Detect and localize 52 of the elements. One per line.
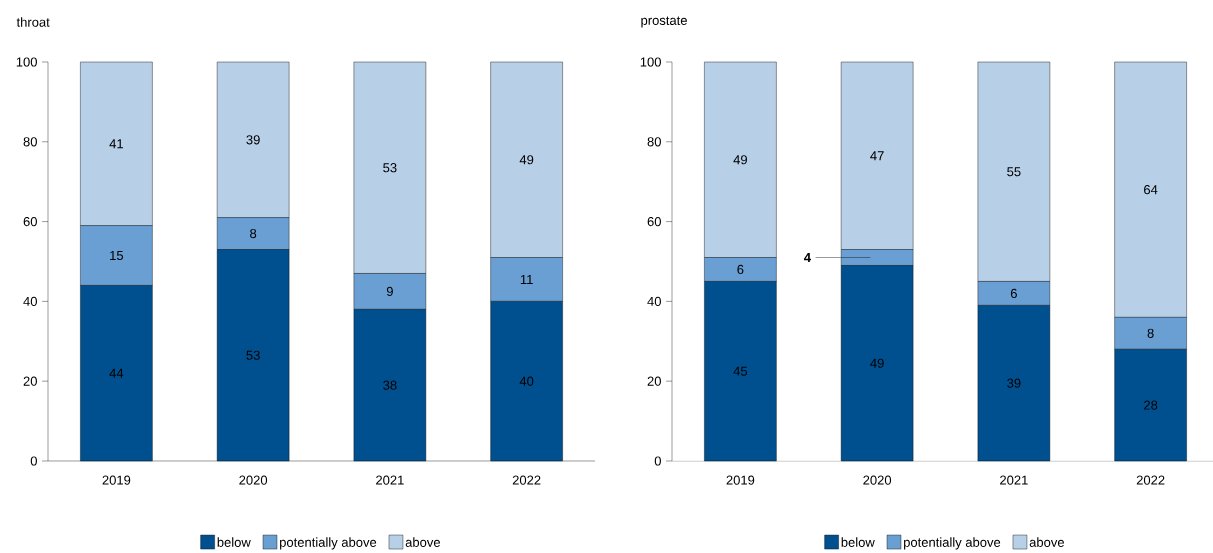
data-label: 64 xyxy=(1144,185,1158,195)
x-tick-label: 2019 xyxy=(726,475,755,485)
chart-title: prostate xyxy=(641,16,687,28)
x-tick-label: 2020 xyxy=(239,475,268,485)
x-tick-label: 2022 xyxy=(512,475,541,485)
data-label: 39 xyxy=(246,135,260,145)
legend-label: below xyxy=(217,537,251,547)
data-label: 49 xyxy=(870,358,884,368)
data-label: 9 xyxy=(386,286,393,297)
data-label: 49 xyxy=(519,155,534,165)
data-label: 39 xyxy=(1007,378,1021,388)
legend-label: potentially above xyxy=(280,537,377,550)
legend-label: potentially above xyxy=(904,537,1001,550)
data-label: 8 xyxy=(1147,328,1154,338)
data-label: 6 xyxy=(737,264,744,275)
x-tick-label: 2019 xyxy=(102,475,131,485)
legend-label: below xyxy=(841,537,875,547)
data-label: 41 xyxy=(109,139,123,149)
y-tick-label: 40 xyxy=(647,296,661,306)
data-label: 38 xyxy=(383,380,397,390)
data-label: 11 xyxy=(520,274,533,284)
y-tick-label: 100 xyxy=(16,57,37,67)
y-tick-label: 80 xyxy=(23,137,37,147)
chart-title: throat xyxy=(16,17,50,27)
data-label: 49 xyxy=(733,155,747,165)
legend-label: above xyxy=(1029,537,1064,547)
data-label: 15 xyxy=(110,250,124,261)
data-label: 28 xyxy=(1144,400,1158,410)
data-label: 53 xyxy=(383,163,397,173)
y-tick-label: 0 xyxy=(30,456,37,466)
y-tick-label: 40 xyxy=(23,296,37,306)
y-tick-label: 100 xyxy=(640,57,661,67)
y-tick-label: 60 xyxy=(23,216,37,227)
data-label: 40 xyxy=(519,376,534,386)
data-label: 4 xyxy=(804,253,811,262)
data-label: 45 xyxy=(733,366,748,376)
y-tick-label: 60 xyxy=(647,216,661,227)
legend-label: above xyxy=(405,537,440,547)
y-tick-label: 20 xyxy=(23,376,37,386)
data-label: 55 xyxy=(1007,167,1021,177)
x-tick-label: 2021 xyxy=(1000,475,1028,485)
data-label: 44 xyxy=(109,368,124,378)
data-label: 47 xyxy=(870,151,884,161)
y-tick-label: 0 xyxy=(654,456,661,466)
x-tick-label: 2022 xyxy=(1136,475,1165,485)
data-label: 6 xyxy=(1010,288,1017,299)
y-tick-label: 80 xyxy=(647,137,661,147)
x-tick-label: 2020 xyxy=(863,475,892,485)
data-label: 53 xyxy=(246,350,260,360)
x-tick-label: 2021 xyxy=(376,475,404,485)
y-tick-label: 20 xyxy=(647,376,661,386)
data-label: 8 xyxy=(250,228,257,239)
